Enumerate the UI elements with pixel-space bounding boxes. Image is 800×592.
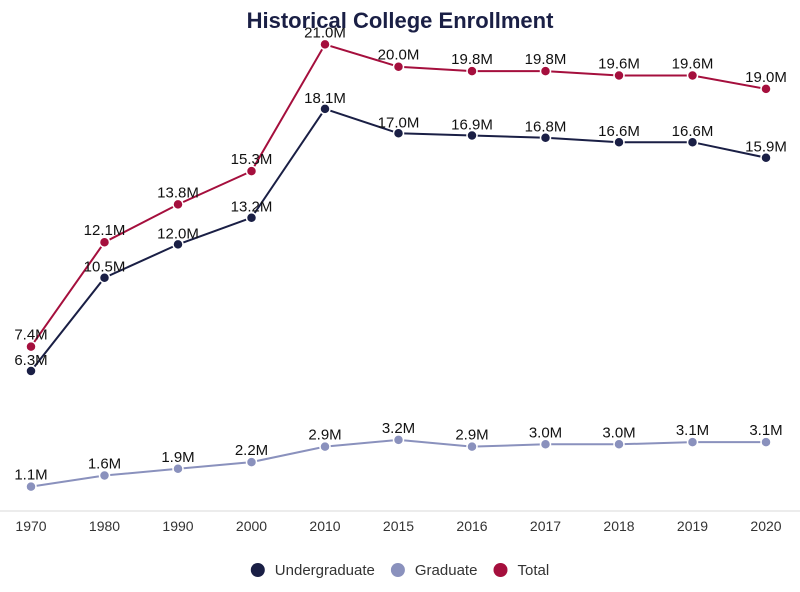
undergraduate-point-2000[interactable]: [245, 211, 258, 224]
graduate-data-label-2017: 3.0M: [529, 424, 562, 441]
graduate-point-2010[interactable]: [319, 440, 331, 453]
graduate-data-label-2015: 3.2M: [382, 420, 415, 437]
total-series-line: [30, 43, 767, 348]
total-point-2017[interactable]: [539, 65, 552, 77]
chart-title: Historical College Enrollment: [246, 8, 554, 33]
x-tick-label-2018: 2018: [603, 518, 634, 534]
legend-item-graduate[interactable]: Graduate: [390, 562, 478, 579]
x-tick-label-2016: 2016: [456, 518, 487, 534]
undergraduate-data-label-2016: 16.9M: [451, 117, 493, 134]
graduate-data-label-2019: 3.1M: [676, 422, 709, 439]
undergraduate-point-1970[interactable]: [25, 365, 37, 377]
total-data-label-1990: 13.8M: [157, 184, 199, 201]
total-point-1970[interactable]: [25, 340, 37, 353]
undergraduate-data-label-2015: 17.0M: [378, 114, 420, 131]
undergraduate-data-label-2019: 16.6M: [672, 123, 714, 140]
x-tick-label-2020: 2020: [750, 518, 781, 534]
legend-label-undergraduate: Undergraduate: [275, 562, 375, 579]
undergraduate-point-2010[interactable]: [319, 103, 331, 115]
total-data-label-1970: 7.4M: [14, 327, 47, 344]
total-data-label-2010: 21.0M: [304, 24, 346, 41]
undergraduate-point-2016[interactable]: [466, 129, 478, 142]
x-tick-label-1990: 1990: [162, 518, 193, 534]
undergraduate-data-label-1980: 10.5M: [84, 259, 126, 276]
undergraduate-series-line: [30, 107, 767, 372]
graduate-point-1970[interactable]: [25, 480, 37, 493]
graduate-point-2016[interactable]: [466, 440, 478, 453]
legend-item-undergraduate[interactable]: Undergraduate: [250, 562, 375, 579]
undergraduate-data-label-1970: 6.3M: [14, 352, 47, 369]
undergraduate-point-2015[interactable]: [392, 127, 405, 140]
legend-item-total[interactable]: Total: [493, 562, 550, 579]
graduate-series-line: [30, 438, 766, 488]
total-data-label-2020: 19.0M: [745, 69, 787, 86]
total-data-label-2019: 19.6M: [672, 56, 714, 73]
total-point-2015[interactable]: [392, 60, 405, 73]
undergraduate-point-2017[interactable]: [539, 131, 552, 144]
total-point-2018[interactable]: [613, 69, 625, 82]
graduate-point-2017[interactable]: [539, 438, 552, 451]
graduate-data-label-1990: 1.9M: [161, 449, 194, 466]
legend-marker-total: [493, 563, 508, 577]
graduate-data-label-2000: 2.2M: [235, 442, 268, 459]
undergraduate-data-label-1990: 12.0M: [157, 225, 199, 242]
total-data-label-2017: 19.8M: [525, 51, 567, 68]
series-layer: [25, 38, 772, 493]
total-point-2016[interactable]: [466, 65, 478, 77]
undergraduate-point-1990[interactable]: [172, 238, 184, 251]
x-tick-label-2019: 2019: [677, 518, 708, 534]
total-point-1990[interactable]: [172, 198, 184, 211]
total-point-1980[interactable]: [98, 236, 111, 248]
total-data-label-1980: 12.1M: [84, 222, 126, 239]
x-tick-label-2000: 2000: [236, 518, 267, 534]
x-tick-layer: 1970 1980 1990 2000 2010 2015 2016 2017 2018 2019…: [15, 518, 781, 534]
graduate-point-2000[interactable]: [245, 456, 258, 468]
undergraduate-data-label-2000: 13.2M: [231, 199, 273, 216]
graduate-point-2018[interactable]: [613, 438, 625, 451]
undergraduate-point-1980[interactable]: [98, 271, 111, 284]
graduate-point-2015[interactable]: [392, 434, 405, 446]
graduate-data-label-2010: 2.9M: [308, 427, 341, 444]
legend-marker-undergraduate: [250, 563, 265, 577]
x-tick-label-2010: 2010: [309, 518, 340, 534]
legend-label-graduate: Graduate: [415, 562, 478, 579]
legend-label-total: Total: [518, 562, 550, 579]
total-data-label-2016: 19.8M: [451, 51, 493, 68]
legend[interactable]: Undergraduate Graduate Total: [250, 562, 550, 579]
x-tick-label-2015: 2015: [383, 518, 414, 534]
undergraduate-data-label-2018: 16.6M: [598, 123, 640, 140]
total-data-label-2000: 15.3M: [231, 151, 273, 168]
x-tick-label-2017: 2017: [530, 518, 561, 534]
undergraduate-point-2018[interactable]: [613, 136, 625, 148]
undergraduate-point-2020[interactable]: [760, 151, 772, 164]
graduate-point-1980[interactable]: [98, 469, 111, 482]
data-label-layer: 6.3M 10.5M 12.0M 13.2M 18.1M 17.0M 16.9M 16.8M 1…: [14, 24, 787, 483]
graduate-data-label-2020: 3.1M: [749, 422, 782, 439]
graduate-point-2019[interactable]: [686, 436, 699, 448]
total-point-2000[interactable]: [245, 165, 258, 177]
graduate-data-label-2018: 3.0M: [602, 424, 635, 441]
undergraduate-data-label-2020: 15.9M: [745, 139, 787, 156]
total-data-label-2018: 19.6M: [598, 56, 640, 73]
graduate-data-label-2016: 2.9M: [455, 427, 488, 444]
undergraduate-point-2019[interactable]: [686, 136, 699, 148]
total-data-label-2015: 20.0M: [378, 47, 420, 64]
x-tick-label-1970: 1970: [15, 518, 46, 534]
undergraduate-data-label-2017: 16.8M: [525, 119, 567, 136]
graduate-point-2020[interactable]: [760, 436, 772, 448]
total-point-2019[interactable]: [686, 69, 699, 82]
graduate-data-label-1970: 1.1M: [14, 467, 47, 484]
graduate-data-label-1980: 1.6M: [88, 456, 121, 473]
legend-marker-graduate: [390, 563, 405, 577]
graduate-point-1990[interactable]: [172, 463, 184, 475]
undergraduate-data-label-2010: 18.1M: [304, 90, 346, 107]
total-point-2020[interactable]: [760, 83, 772, 95]
x-tick-label-1980: 1980: [89, 518, 120, 534]
total-point-2010[interactable]: [319, 38, 331, 51]
